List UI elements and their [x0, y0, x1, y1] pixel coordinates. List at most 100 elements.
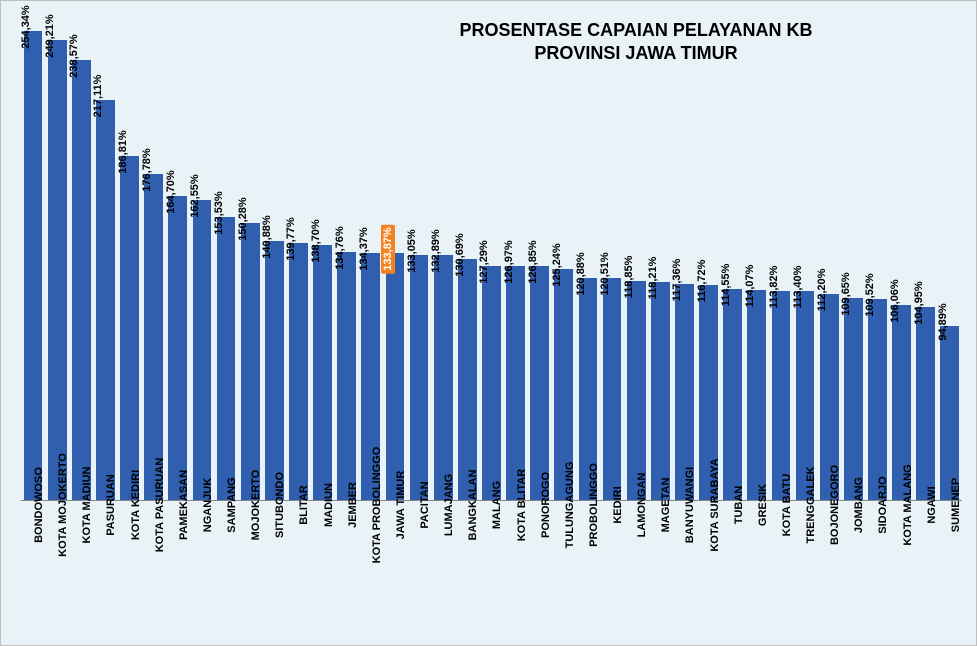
- tick-slot: KOTA MADIUN: [69, 501, 93, 645]
- tick-slot: PONOROGO: [528, 501, 552, 645]
- bar-slot: 133,87%: [383, 11, 407, 501]
- bar-value-label: 114,55%: [719, 261, 733, 310]
- bar: 238,57%: [72, 60, 91, 501]
- bar-slot: 120,51%: [600, 11, 624, 501]
- category-label: KOTA PASURUAN: [154, 458, 166, 553]
- tick-slot: TUBAN: [721, 501, 745, 645]
- bar: 109,65%: [844, 298, 863, 501]
- bar-slot: 94,89%: [938, 11, 962, 501]
- bar-value-label: 126,97%: [502, 238, 516, 287]
- bar-slot: 113,82%: [769, 11, 793, 501]
- tick-slot: JAWA TIMUR: [383, 501, 407, 645]
- category-label: PROBOLINGGO: [588, 463, 600, 547]
- bar-value-label: 134,37%: [357, 224, 371, 273]
- bar-value-label: 109,52%: [863, 270, 877, 319]
- bar-slot: 186,81%: [118, 11, 142, 501]
- tick-slot: PACITAN: [407, 501, 431, 645]
- bar: 186,81%: [120, 156, 139, 501]
- category-label: JAWA TIMUR: [395, 471, 407, 540]
- bar: 249,21%: [48, 40, 67, 501]
- tick-slot: BANGKALAN: [455, 501, 479, 645]
- tick-slot: LUMAJANG: [431, 501, 455, 645]
- bar: 127,29%: [482, 266, 501, 501]
- category-label: SAMPANG: [226, 477, 238, 532]
- bar-value-label: 138,70%: [309, 216, 323, 265]
- bar: 138,70%: [313, 245, 332, 501]
- tick-slot: MOJOKERTO: [238, 501, 262, 645]
- bar: 120,51%: [603, 278, 622, 501]
- bar-value-label: 125,24%: [550, 241, 564, 290]
- bar-value-label: 164,70%: [164, 168, 178, 217]
- tick-slot: PASURUAN: [93, 501, 117, 645]
- category-label: SUMENEP: [950, 478, 962, 532]
- bar-value-label: 120,51%: [598, 249, 612, 298]
- bar-value-label: 140,88%: [260, 212, 274, 261]
- bar: 134,76%: [337, 252, 356, 501]
- tick-slot: KOTA BLITAR: [504, 501, 528, 645]
- tick-slot: JOMBANG: [841, 501, 865, 645]
- bar-value-label: 238,57%: [67, 31, 81, 80]
- category-label: KOTA KEDIRI: [130, 470, 142, 540]
- category-label: MAGETAN: [660, 478, 672, 533]
- category-label: LAMONGAN: [636, 473, 648, 538]
- bar: 126,97%: [506, 266, 525, 501]
- bar-slot: 249,21%: [45, 11, 69, 501]
- bar: 104,95%: [916, 307, 935, 501]
- bar-slot: 126,85%: [528, 11, 552, 501]
- x-axis-labels: BONDOWOSOKOTA MOJOKERTOKOTA MADIUNPASURU…: [21, 501, 962, 645]
- tick-slot: KOTA MALANG: [890, 501, 914, 645]
- bar-value-label: 113,82%: [767, 262, 781, 311]
- category-label: MADIUN: [323, 483, 335, 527]
- bar-value-label: 114,07%: [743, 262, 757, 311]
- bar-value-label: 254,34%: [19, 2, 33, 51]
- tick-slot: PROBOLINGGO: [576, 501, 600, 645]
- category-label: JOMBANG: [853, 477, 865, 533]
- bar-slot: 139,77%: [286, 11, 310, 501]
- bar-slot: 150,28%: [238, 11, 262, 501]
- bar-slot: 112,20%: [817, 11, 841, 501]
- bar-slot: 114,07%: [745, 11, 769, 501]
- tick-slot: KOTA PASURUAN: [142, 501, 166, 645]
- bar-value-label: 133,05%: [405, 226, 419, 275]
- category-label: PACITAN: [419, 481, 431, 528]
- tick-slot: KOTA PROBOLINGGO: [359, 501, 383, 645]
- category-label: KOTA BLITAR: [516, 469, 528, 542]
- bar: 118,21%: [651, 282, 670, 501]
- category-label: PAMEKASAN: [178, 470, 190, 540]
- bar-slot: 126,97%: [504, 11, 528, 501]
- bar: 109,52%: [868, 299, 887, 502]
- category-label: BOJONEGORO: [829, 465, 841, 545]
- bar: 139,77%: [289, 243, 308, 501]
- bar: 113,82%: [772, 291, 791, 501]
- tick-slot: PAMEKASAN: [166, 501, 190, 645]
- bar-value-label: 217,11%: [91, 71, 105, 120]
- bar-slot: 217,11%: [93, 11, 117, 501]
- tick-slot: MALANG: [479, 501, 503, 645]
- bar-slot: 120,88%: [576, 11, 600, 501]
- bar-slot: 109,65%: [841, 11, 865, 501]
- category-label: LUMAJANG: [443, 474, 455, 536]
- category-label: KOTA MOJOKERTO: [57, 453, 69, 557]
- category-label: TRENGGALEK: [805, 467, 817, 544]
- category-label: KOTA MALANG: [902, 464, 914, 545]
- bar: 217,11%: [96, 100, 115, 501]
- category-label: TUBAN: [733, 486, 745, 525]
- tick-slot: MADIUN: [311, 501, 335, 645]
- tick-slot: TRENGGALEK: [793, 501, 817, 645]
- bar-slot: 162,55%: [190, 11, 214, 501]
- bar-value-label: 109,65%: [839, 270, 853, 319]
- bar-slot: 153,53%: [214, 11, 238, 501]
- tick-slot: KOTA BATU: [769, 501, 793, 645]
- bar: 162,55%: [193, 200, 212, 501]
- category-label: KOTA MADIUN: [81, 467, 93, 544]
- bar: 132,89%: [434, 255, 453, 501]
- bar-value-label: 176,78%: [140, 145, 154, 194]
- tick-slot: SUMENEP: [938, 501, 962, 645]
- category-label: KOTA PROBOLINGGO: [371, 447, 383, 564]
- tick-slot: SITUBONDO: [262, 501, 286, 645]
- category-label: PASURUAN: [105, 474, 117, 536]
- bar: 94,89%: [940, 326, 959, 501]
- tick-slot: BANYUWANGI: [672, 501, 696, 645]
- bar-value-label: 150,28%: [236, 194, 250, 243]
- tick-slot: LAMONGAN: [624, 501, 648, 645]
